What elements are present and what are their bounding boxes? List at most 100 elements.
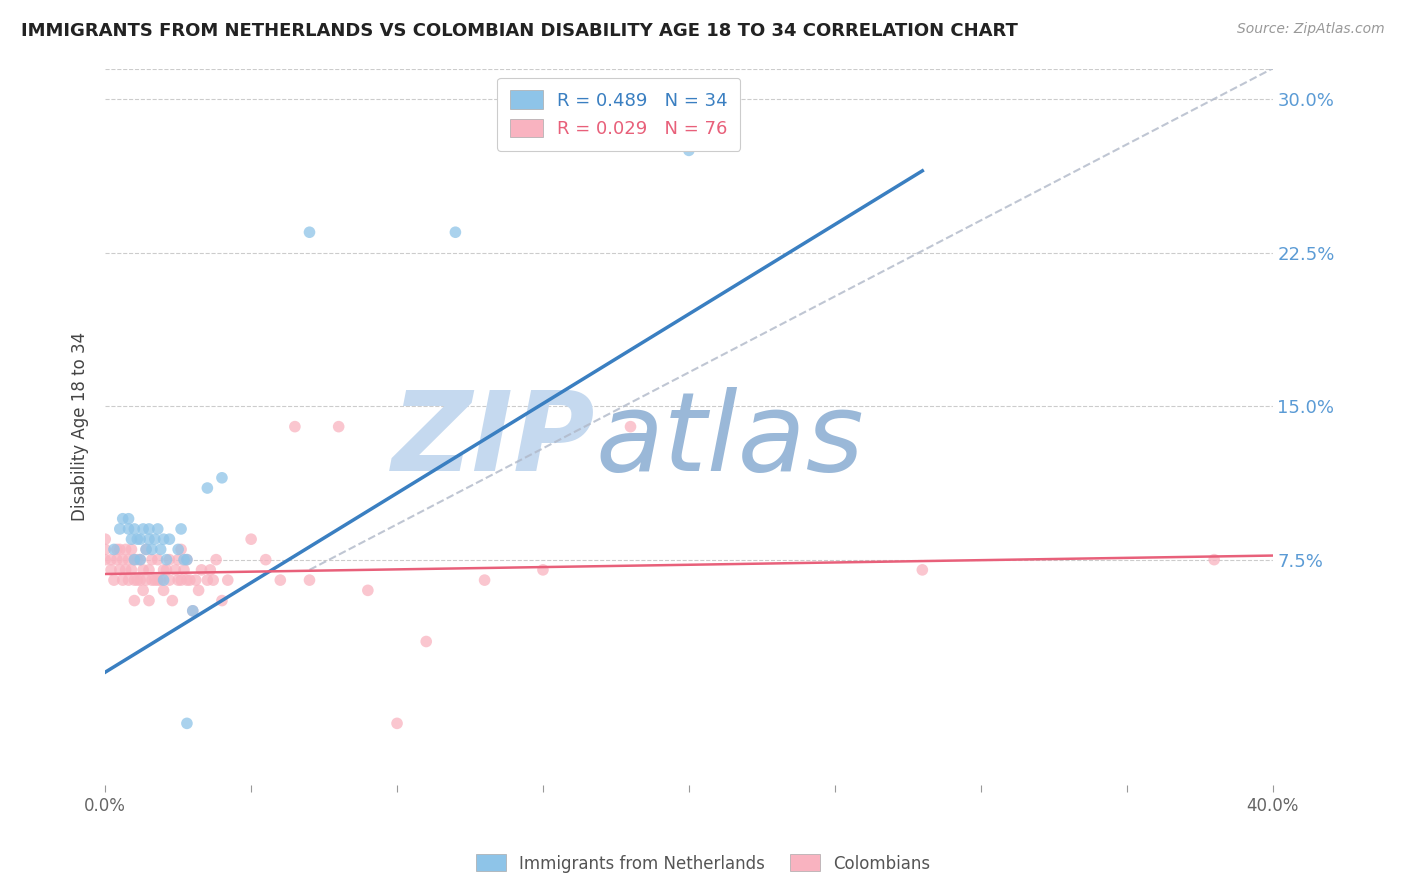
Point [187, 583, 209, 598]
Point [141, 573, 163, 587]
Point [195, 481, 218, 495]
Point [167, 573, 190, 587]
Point [444, 225, 467, 239]
Point [146, 573, 169, 587]
Point [211, 471, 233, 485]
Point [100, 552, 122, 566]
Text: Source: ZipAtlas.com: Source: ZipAtlas.com [1237, 22, 1385, 37]
Point [298, 573, 321, 587]
Point [124, 552, 146, 566]
Text: atlas: atlas [596, 387, 865, 494]
Point [678, 144, 700, 158]
Point [385, 716, 408, 731]
Point [531, 563, 554, 577]
Point [127, 573, 149, 587]
Point [157, 532, 180, 546]
Point [200, 563, 222, 577]
Point [165, 563, 187, 577]
Point [619, 419, 641, 434]
Point [170, 542, 193, 557]
Point [129, 552, 152, 566]
Point [108, 563, 131, 577]
Point [170, 573, 193, 587]
Point [240, 532, 263, 546]
Point [162, 593, 184, 607]
Point [103, 573, 125, 587]
Point [135, 573, 157, 587]
Text: IMMIGRANTS FROM NETHERLANDS VS COLOMBIAN DISABILITY AGE 18 TO 34 CORRELATION CHA: IMMIGRANTS FROM NETHERLANDS VS COLOMBIAN… [21, 22, 1018, 40]
Point [181, 604, 204, 618]
Point [167, 552, 190, 566]
Point [217, 573, 239, 587]
Point [155, 563, 177, 577]
Point [152, 573, 174, 587]
Point [143, 573, 166, 587]
Point [135, 542, 157, 557]
Point [124, 573, 146, 587]
Point [176, 716, 198, 731]
Point [143, 532, 166, 546]
Point [146, 522, 169, 536]
Point [1204, 552, 1226, 566]
Point [117, 573, 139, 587]
Point [157, 552, 180, 566]
Point [138, 522, 160, 536]
Point [103, 542, 125, 557]
Point [105, 552, 128, 566]
Point [152, 583, 174, 598]
Point [205, 552, 228, 566]
Point [111, 552, 134, 566]
Point [202, 573, 225, 587]
Point [415, 634, 437, 648]
Point [173, 563, 195, 577]
Point [117, 512, 139, 526]
Point [111, 573, 134, 587]
Point [124, 552, 146, 566]
Legend: R = 0.489   N = 34, R = 0.029   N = 76: R = 0.489 N = 34, R = 0.029 N = 76 [498, 78, 740, 151]
Point [176, 552, 198, 566]
Point [298, 225, 321, 239]
Point [94, 552, 117, 566]
Point [127, 532, 149, 546]
Point [114, 563, 136, 577]
Point [135, 542, 157, 557]
Point [911, 563, 934, 577]
Point [284, 419, 307, 434]
Point [176, 573, 198, 587]
Point [167, 542, 190, 557]
Text: ZIP: ZIP [392, 387, 596, 494]
Point [149, 542, 172, 557]
Point [121, 532, 143, 546]
Point [195, 573, 218, 587]
Point [124, 522, 146, 536]
Point [181, 604, 204, 618]
Point [138, 593, 160, 607]
Point [146, 552, 169, 566]
Point [138, 532, 160, 546]
Point [157, 573, 180, 587]
Point [138, 563, 160, 577]
Point [121, 542, 143, 557]
Point [152, 532, 174, 546]
Point [105, 542, 128, 557]
Point [474, 573, 496, 587]
Point [179, 573, 201, 587]
Point [132, 583, 155, 598]
Point [129, 552, 152, 566]
Point [211, 593, 233, 607]
Point [152, 563, 174, 577]
Point [108, 542, 131, 557]
Point [117, 522, 139, 536]
Point [132, 563, 155, 577]
Point [141, 552, 163, 566]
Point [149, 573, 172, 587]
Point [94, 542, 117, 557]
Point [254, 552, 277, 566]
Point [357, 583, 380, 598]
Point [111, 512, 134, 526]
Point [121, 563, 143, 577]
Point [141, 542, 163, 557]
Point [155, 552, 177, 566]
Y-axis label: Disability Age 18 to 34: Disability Age 18 to 34 [72, 332, 89, 521]
Point [129, 573, 152, 587]
